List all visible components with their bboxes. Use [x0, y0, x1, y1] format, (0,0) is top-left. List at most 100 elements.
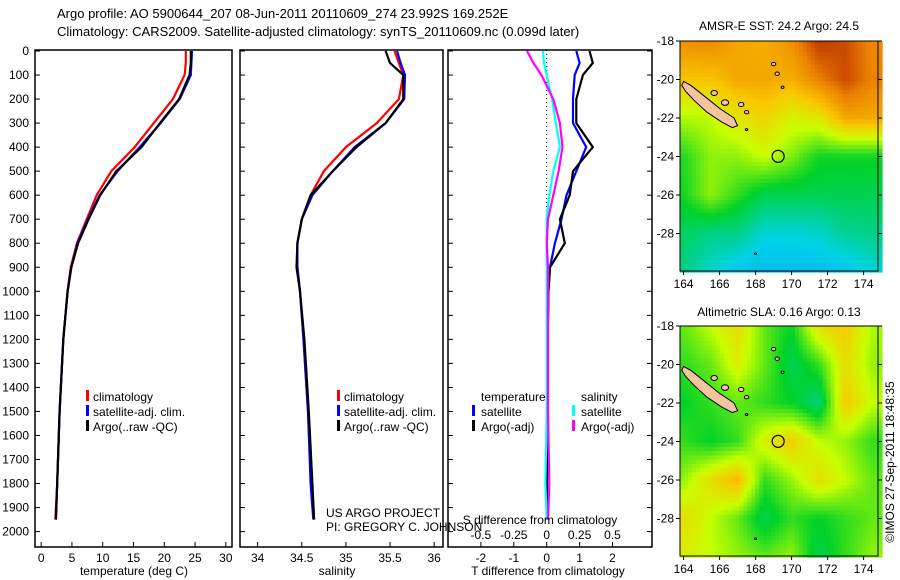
heatmap-cell — [699, 64, 705, 70]
heatmap-cell — [779, 246, 784, 252]
heatmap-cell — [870, 174, 875, 180]
heatmap-cell — [767, 212, 772, 218]
heatmap-cell — [783, 132, 788, 137]
heatmap-cell — [783, 60, 788, 65]
heatmap-cell — [731, 187, 737, 193]
heatmap-cell — [731, 472, 737, 478]
heatmap-cell — [786, 434, 792, 439]
heatmap-cell — [755, 132, 760, 137]
heatmap-cell — [822, 81, 828, 87]
heatmap-cell — [870, 391, 875, 397]
heatmap-cell — [783, 68, 788, 74]
heatmap-cell — [747, 43, 752, 49]
heatmap-cell — [834, 174, 839, 180]
heatmap-cell — [771, 106, 776, 112]
heatmap-cell — [703, 68, 709, 74]
heatmap-cell — [783, 362, 788, 367]
heatmap-cell — [794, 43, 800, 49]
heatmap-cell — [680, 349, 685, 355]
heatmap-cell — [818, 476, 824, 482]
heatmap-cell — [786, 336, 792, 342]
heatmap-cell — [779, 225, 784, 231]
heatmap-cell — [767, 463, 772, 469]
heatmap-cell — [810, 178, 816, 184]
heatmap-cell — [798, 77, 804, 82]
heatmap-cell — [810, 455, 816, 461]
heatmap-cell — [680, 425, 685, 431]
heatmap-cell — [834, 383, 839, 389]
heatmap-cell — [783, 51, 788, 57]
heatmap-cell — [719, 166, 725, 171]
heatmap-cell — [684, 336, 689, 342]
heatmap-cell — [866, 195, 871, 201]
heatmap-cell — [719, 472, 725, 478]
heatmap-cell — [727, 263, 733, 269]
heatmap-cell — [731, 468, 737, 473]
heatmap-cell — [794, 89, 800, 95]
heatmap-cell — [826, 336, 832, 342]
heatmap-cell — [783, 413, 788, 418]
heatmap-cell — [747, 60, 752, 65]
heatmap-cell — [731, 349, 737, 355]
heatmap-cell — [822, 85, 828, 91]
heatmap-cell — [854, 161, 859, 167]
heatmap-cell — [747, 204, 752, 209]
heatmap-cell — [830, 68, 836, 74]
x-tick-label: 36 — [427, 551, 441, 565]
heatmap-cell — [798, 472, 804, 478]
heatmap-cell — [711, 51, 717, 57]
heatmap-cell — [786, 480, 792, 486]
heatmap-cell — [684, 476, 689, 482]
heatmap-cell — [699, 178, 705, 184]
heatmap-cell — [814, 358, 820, 363]
heatmap-cell — [759, 391, 764, 397]
heatmap-cell — [727, 259, 733, 265]
heatmap-cell — [794, 238, 800, 243]
heatmap-cell — [818, 132, 824, 137]
heatmap-cell — [691, 174, 697, 180]
heatmap-cell — [735, 43, 740, 49]
heatmap-cell — [854, 195, 859, 201]
heatmap-cell — [691, 225, 697, 231]
heatmap-cell — [802, 64, 808, 70]
heatmap-cell — [818, 438, 824, 444]
heatmap-cell — [711, 370, 717, 376]
heatmap-cell — [699, 349, 705, 355]
heatmap-cell — [763, 132, 768, 137]
heatmap-cell — [854, 111, 859, 116]
heatmap-cell — [695, 161, 701, 167]
heatmap-cell — [878, 174, 883, 180]
heatmap-cell — [763, 370, 768, 376]
heatmap-cell — [687, 187, 693, 193]
heatmap-cell — [727, 446, 733, 452]
heatmap-cell — [727, 111, 733, 116]
heatmap-cell — [684, 68, 689, 74]
heatmap-cell — [703, 43, 709, 49]
heatmap-cell — [707, 136, 713, 142]
heatmap-cell — [707, 47, 713, 53]
heatmap-cell — [858, 259, 863, 265]
heatmap-cell — [790, 255, 796, 260]
heatmap-cell — [719, 136, 725, 142]
heatmap-cell — [755, 438, 760, 444]
heatmap-cell — [727, 132, 733, 137]
heatmap-cell — [739, 442, 744, 448]
heatmap-cell — [699, 362, 705, 367]
heatmap-cell — [802, 51, 808, 57]
heatmap-cell — [719, 362, 725, 367]
heatmap-cell — [711, 187, 717, 193]
heatmap-cell — [735, 81, 740, 87]
heatmap-cell — [854, 238, 859, 243]
heatmap-cell — [794, 374, 800, 380]
heatmap-cell — [759, 128, 764, 133]
heatmap-cell — [743, 85, 748, 91]
heatmap-cell — [727, 157, 733, 163]
heatmap-cell — [794, 246, 800, 252]
heatmap-cell — [779, 421, 784, 427]
heatmap-cell — [727, 149, 733, 154]
heatmap-cell — [822, 204, 828, 209]
heatmap-cell — [771, 434, 776, 439]
heatmap-cell — [858, 191, 863, 197]
heatmap-cell — [743, 242, 748, 248]
heatmap-cell — [680, 170, 685, 176]
